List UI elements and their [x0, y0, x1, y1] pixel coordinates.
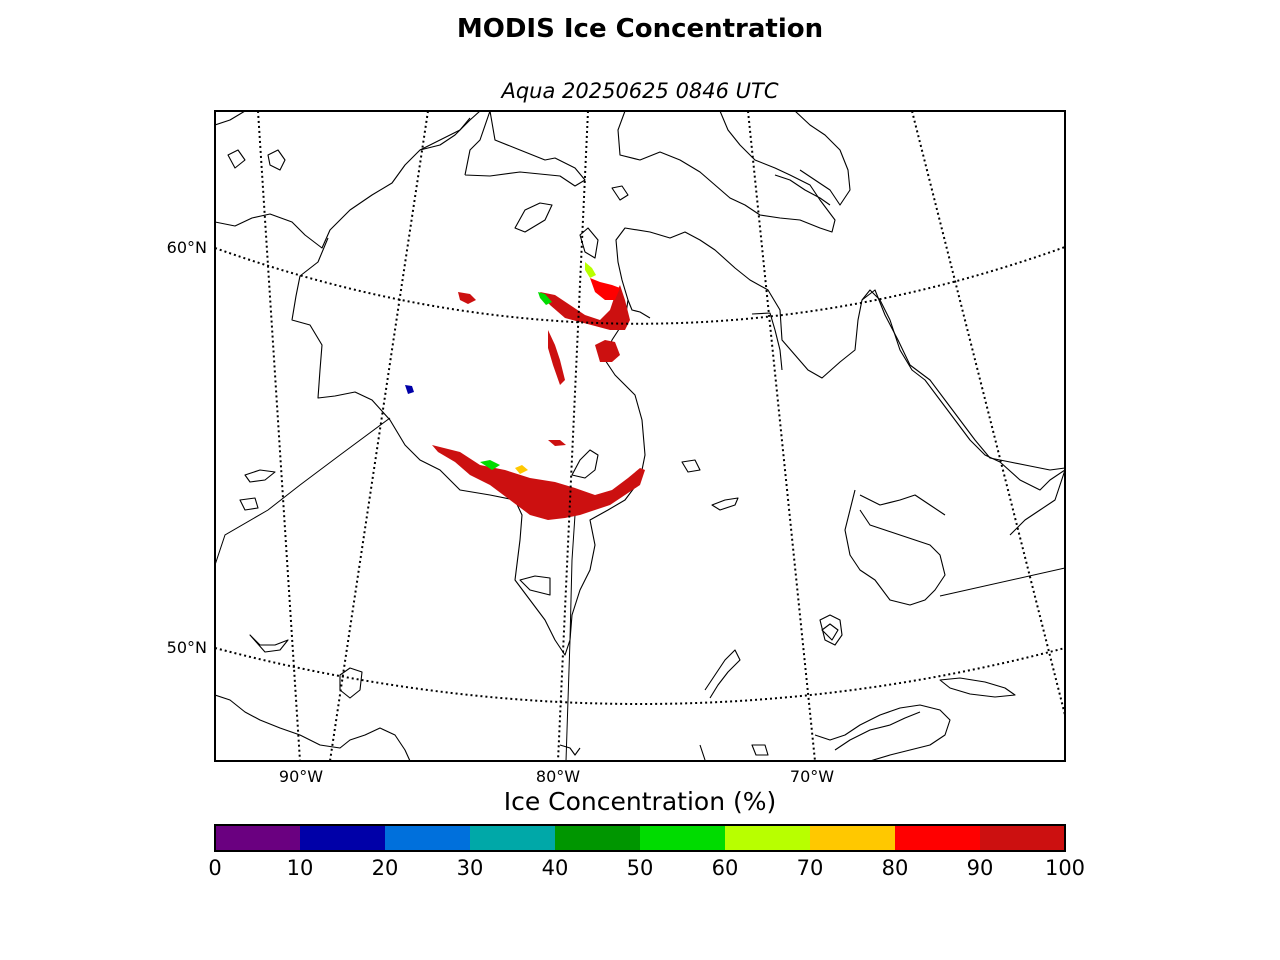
nw-island-2 — [227, 149, 246, 169]
meridian-70w — [911, 111, 1065, 716]
colorbar-segment-0 — [215, 825, 301, 851]
colorbar-tick-label: 10 — [286, 856, 314, 880]
ice-patch-streak — [548, 330, 565, 385]
parallel-50n — [215, 647, 1065, 705]
colorbar-segment-8 — [895, 825, 981, 851]
map-content — [215, 111, 1065, 761]
graticule — [215, 111, 1065, 761]
coastlines — [215, 111, 1065, 761]
lake-superior — [215, 694, 411, 761]
colorbar-tick-label: 70 — [796, 856, 824, 880]
hudson-bay-west-coast — [215, 111, 1065, 656]
colorbar — [215, 825, 1066, 851]
island-north — [514, 202, 553, 233]
borders — [215, 417, 1065, 761]
ice-patch-south-yellow — [515, 465, 528, 474]
quebec-labrador-border — [939, 567, 1065, 597]
ice-patch-north — [540, 285, 630, 330]
colorbar-segment-1 — [300, 825, 386, 851]
colorbar-segment-2 — [385, 825, 471, 851]
colorbar-tick-label: 20 — [371, 856, 399, 880]
meridian-90w — [257, 111, 301, 761]
east-bay-island — [681, 459, 701, 473]
ice-concentration-field — [405, 262, 645, 520]
manitoba-ontario-border — [215, 417, 391, 566]
baffin-east-coast — [794, 111, 851, 206]
colorbar-title: Ice Concentration (%) — [503, 787, 777, 816]
southampton-island — [419, 111, 586, 187]
ice-patch-north-red2 — [590, 278, 620, 300]
lake-mistassini — [859, 494, 946, 516]
lon-label-90w: 90°W — [278, 767, 324, 786]
ice-patch-bay-small — [548, 440, 566, 446]
labrador-lake — [711, 497, 739, 511]
north-western-islands — [267, 149, 286, 171]
anticosti — [939, 677, 1016, 698]
coats-island — [611, 185, 629, 201]
ice-patch-north-edge2 — [585, 262, 596, 278]
lake-small — [239, 497, 259, 511]
colorbar-segment-5 — [640, 825, 726, 851]
colorbar-frame — [214, 824, 1066, 852]
meridian-75w — [747, 111, 816, 761]
lake-huron — [339, 667, 363, 699]
st-lawrence-north — [844, 489, 946, 606]
ice-patch-south — [432, 445, 645, 520]
map-title: MODIS Ice Concentration — [456, 14, 824, 44]
colorbar-tick-label: 0 — [208, 856, 222, 880]
colorbar-tick-label: 60 — [711, 856, 739, 880]
colorbar-tick-label: 30 — [456, 856, 484, 880]
map-frame — [214, 110, 1066, 762]
colorbar-tick-label: 90 — [966, 856, 994, 880]
colorbar-segment-3 — [470, 825, 556, 851]
lake-winnipeg — [244, 469, 276, 483]
colorbar-tick-label: 40 — [541, 856, 569, 880]
gaspe — [834, 711, 921, 751]
ice-patch-south-green — [480, 460, 500, 470]
lon-label-70w: 70°W — [789, 767, 835, 786]
lon-label-80w: 80°W — [535, 767, 581, 786]
hudson-bay-east — [627, 299, 651, 319]
ungava-bay — [774, 174, 831, 206]
meridian-80w — [557, 111, 589, 761]
ice-patch-blue — [405, 385, 414, 394]
belcher-islands — [571, 449, 599, 479]
colorbar-tick-label: 80 — [881, 856, 909, 880]
ontario-east — [559, 744, 581, 756]
labrador-coast — [861, 289, 1065, 536]
ice-patch-coast — [595, 340, 620, 362]
ice-patch-north-edge — [538, 292, 552, 305]
mansel-island — [579, 227, 599, 259]
akimiski-island — [519, 575, 551, 596]
ungava-inner — [751, 312, 783, 371]
baffin-island-south — [617, 111, 836, 233]
lake-nipigon — [249, 634, 289, 653]
map-subtitle: Aqua 20250625 0846 UTC — [501, 79, 779, 103]
lat-label-50n: 50°N — [166, 638, 207, 657]
colorbar-segment-9 — [980, 825, 1066, 851]
colorbar-tick-label: 50 — [626, 856, 654, 880]
ontario-quebec-border — [565, 514, 576, 761]
quebec-island — [751, 744, 769, 756]
meridian-85w — [329, 111, 429, 761]
nw-coast — [215, 111, 246, 126]
st-lawrence-river — [704, 649, 741, 699]
colorbar-tick-label: 100 — [1044, 856, 1086, 880]
saguenay — [819, 614, 843, 646]
colorbar-segment-6 — [725, 825, 811, 851]
ice-patch-west-small — [458, 292, 476, 304]
manicouagan — [821, 623, 839, 641]
quebec-south — [699, 704, 951, 761]
colorbar-segment-7 — [810, 825, 896, 851]
colorbar-segment-4 — [555, 825, 641, 851]
lat-label-60n: 60°N — [166, 238, 207, 257]
